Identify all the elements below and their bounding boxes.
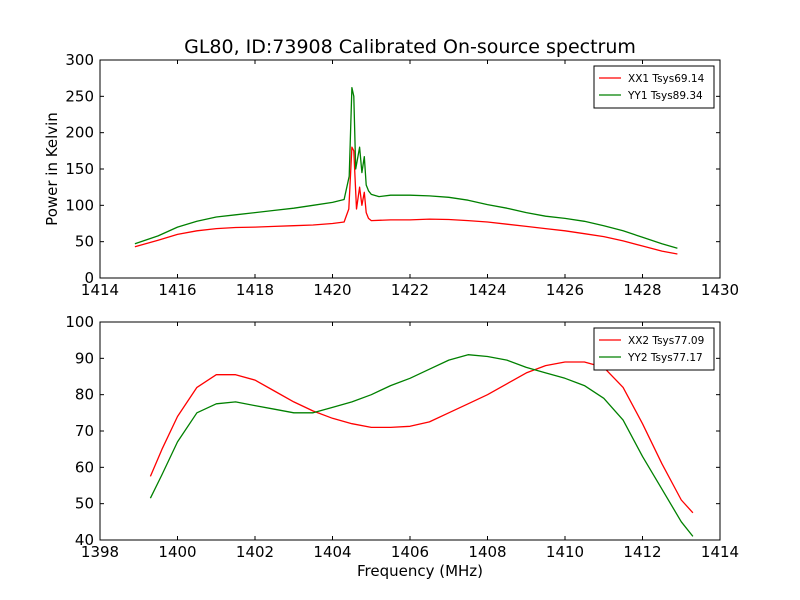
x-tick-label: 1404 (313, 543, 351, 561)
x-tick-label: 1410 (546, 543, 584, 561)
y-tick-label: 300 (65, 51, 94, 69)
x-tick-label: 1406 (391, 543, 429, 561)
y-tick-label: 150 (65, 160, 94, 178)
x-tick-label: 1422 (391, 281, 429, 299)
legend-label: XX2 Tsys77.09 (628, 335, 704, 347)
x-tick-label: 1412 (623, 543, 661, 561)
y-tick-label: 90 (75, 349, 94, 367)
y-tick-label: 100 (65, 313, 94, 331)
y-tick-label: 50 (75, 495, 94, 513)
y-tick-label: 100 (65, 196, 94, 214)
x-tick-label: 1426 (546, 281, 584, 299)
x-tick-label: 1414 (701, 543, 739, 561)
y-tick-label: 70 (75, 422, 94, 440)
y-axis-label: Power in Kelvin (43, 112, 61, 226)
x-tick-label: 1414 (81, 281, 119, 299)
series-line-1 (149, 361, 694, 514)
chart-panel-2: 1398 1400 1402 1404 1406 1408 1410 1412 1414 40 50… (65, 313, 739, 580)
legend-label: XX1 Tsys69.14 (628, 73, 705, 85)
y-tick-label: 250 (65, 87, 94, 105)
y-tick-label: 40 (75, 531, 94, 549)
legend: XX2 Tsys77.09 YY2 Tsys77.17 (593, 327, 715, 371)
x-tick-label: 1428 (623, 281, 661, 299)
x-tick-label: 1402 (236, 543, 274, 561)
legend-box (593, 65, 715, 109)
x-tick-label: 1418 (236, 281, 274, 299)
legend-label: YY2 Tsys77.17 (627, 352, 703, 364)
x-tick-label: 1398 (81, 543, 119, 561)
series-line-1 (134, 146, 678, 255)
legend-box (593, 327, 715, 371)
x-tick-label: 1430 (701, 281, 739, 299)
x-tick-label: 1420 (313, 281, 351, 299)
y-tick-label: 200 (65, 124, 94, 142)
x-tick-label: 1400 (158, 543, 196, 561)
y-tick-label: 60 (75, 458, 94, 476)
x-tick-label: 1416 (158, 281, 196, 299)
y-tick-label: 80 (75, 386, 94, 404)
x-tick-label: 1424 (468, 281, 506, 299)
figure-title: GL80, ID:73908 Calibrated On-source spec… (184, 36, 636, 58)
y-tick-label: 50 (75, 233, 94, 251)
series-line-2 (149, 354, 694, 537)
y-tick-label: 0 (84, 269, 94, 287)
chart-panel-1: 1414 1416 1418 1420 1422 1424 1426 1428 1430 0 50 1… (43, 51, 739, 299)
series-group (134, 86, 678, 255)
chart-panels: 1414 1416 1418 1420 1422 1424 1426 1428 14300501… (43, 51, 739, 580)
legend: XX1 Tsys69.14 YY1 Tsys89.34 (593, 65, 715, 109)
legend-label: YY1 Tsys89.34 (627, 90, 703, 102)
series-group (149, 354, 694, 537)
series-line-2 (134, 86, 678, 249)
x-axis-label: Frequency (MHz) (357, 562, 483, 580)
x-tick-label: 1408 (468, 543, 506, 561)
